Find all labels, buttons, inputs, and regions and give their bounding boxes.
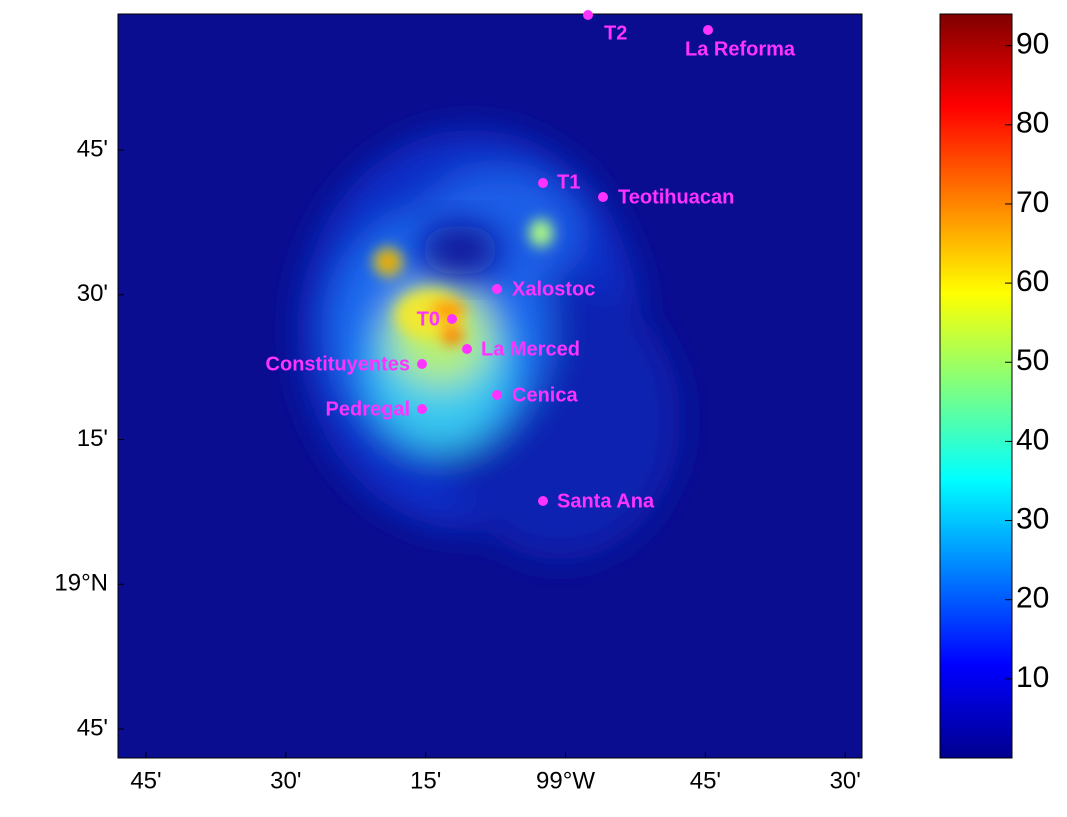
- station-dot: [598, 192, 608, 202]
- colorbar-tick-label: 30: [1016, 502, 1049, 535]
- colorbar-tick-label: 90: [1016, 28, 1049, 61]
- station-label: Teotihuacan: [618, 186, 734, 208]
- colorbar-tick-label: 50: [1016, 344, 1049, 377]
- map-frame: [117, 13, 863, 759]
- colorbar-tick-label: 70: [1016, 186, 1049, 219]
- colorbar-tick-label: 60: [1016, 265, 1049, 298]
- station-dot: [703, 25, 713, 35]
- station-dot: [538, 496, 548, 506]
- station-label: La Reforma: [685, 38, 796, 60]
- station-label: Pedregal: [326, 398, 410, 420]
- concentration-field: [118, 14, 862, 758]
- station-label: T1: [557, 171, 580, 193]
- y-tick-label: 19°N: [54, 570, 108, 597]
- y-tick-label: 45': [77, 135, 108, 162]
- station-dot: [538, 178, 548, 188]
- x-tick-label: 30': [830, 767, 861, 794]
- x-tick-label: 99°W: [536, 767, 595, 794]
- station-dot: [492, 284, 502, 294]
- colorbar-tick-label: 20: [1016, 582, 1049, 615]
- colorbar-tick-label: 80: [1016, 107, 1049, 140]
- station-label: Santa Ana: [557, 490, 655, 512]
- x-tick-label: 15': [410, 767, 441, 794]
- y-tick-label: 15': [77, 425, 108, 452]
- station-label: Constituyentes: [266, 353, 410, 375]
- station-label: La Merced: [481, 338, 580, 360]
- colorbar-tick-label: 10: [1016, 661, 1049, 694]
- colorbar-tick-label: 40: [1016, 423, 1049, 456]
- station-label: T0: [417, 308, 440, 330]
- x-tick-label: 45': [690, 767, 721, 794]
- station-dot: [462, 344, 472, 354]
- station-label: T2: [604, 22, 627, 44]
- y-tick-label: 30': [77, 280, 108, 307]
- x-tick-label: 45': [130, 767, 161, 794]
- colorbar: [939, 13, 1013, 759]
- station-dot: [447, 314, 457, 324]
- x-tick-label: 30': [270, 767, 301, 794]
- station-dot: [583, 10, 593, 20]
- station-dot: [417, 359, 427, 369]
- station-label: Cenica: [512, 384, 578, 406]
- station-dot: [417, 404, 427, 414]
- station-dot: [492, 390, 502, 400]
- y-tick-label: 45': [77, 714, 108, 741]
- station-label: Xalostoc: [512, 278, 595, 300]
